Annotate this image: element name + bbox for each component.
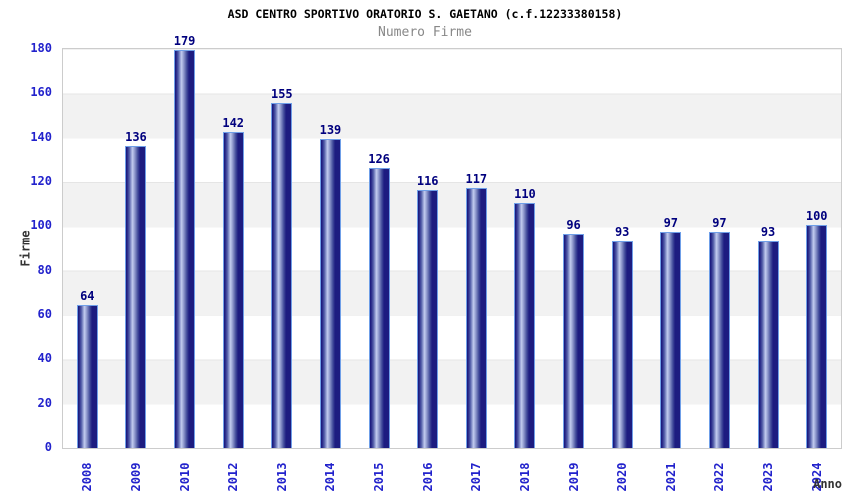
y-tick-160: 160: [30, 85, 52, 100]
bar-2024: [806, 225, 828, 448]
bar-2023: [757, 241, 779, 448]
bar-value-label-2024: 100: [805, 209, 828, 223]
bar-value-label-2008: 64: [80, 289, 95, 303]
bar-2013: [271, 103, 293, 448]
bar-value-label-2013: 155: [270, 87, 293, 101]
x-tick-2019: 2019: [566, 462, 581, 492]
y-tick-180: 180: [30, 41, 52, 55]
y-tick-60: 60: [37, 307, 52, 321]
bar-value-label-2017: 117: [465, 172, 488, 186]
bar-value-label-2009: 136: [125, 130, 147, 144]
bar-2009: [125, 146, 147, 448]
x-tick-2023: 2023: [761, 462, 776, 492]
y-tick-120: 120: [30, 174, 52, 188]
bar-2015: [368, 168, 390, 448]
x-tick-2013: 2013: [274, 462, 289, 492]
bar-value-label-2023: 93: [760, 225, 776, 239]
bar-value-label-2022: 97: [712, 216, 727, 230]
chart-title: ASD CENTRO SPORTIVO ORATORIO S. GAETANO …: [227, 7, 623, 21]
bar-2008: [76, 305, 98, 448]
bar-value-label-2010: 179: [173, 34, 196, 48]
plot-area: 64 136 179 142 155 139 126 116 117 110 96 93 97 97 93 1…: [62, 34, 842, 449]
bar-2017: [465, 188, 487, 448]
bar-value-label-2018: 110: [514, 187, 536, 201]
bar-2018: [514, 203, 536, 448]
x-tick-2008: 2008: [80, 462, 95, 492]
bar-value-label-2014: 139: [319, 123, 342, 137]
x-tick-2017: 2017: [469, 462, 484, 492]
x-tick-2009: 2009: [128, 462, 143, 492]
x-tick-2012: 2012: [226, 462, 241, 492]
y-tick-40: 40: [37, 351, 52, 366]
bar-2016: [417, 190, 439, 448]
bar-2012: [222, 132, 244, 448]
x-tick-2022: 2022: [712, 462, 727, 492]
y-tick-0: 0: [44, 440, 52, 454]
x-tick-2020: 2020: [615, 462, 630, 492]
x-tick-2021: 2021: [663, 462, 678, 492]
x-tick-2010: 2010: [177, 462, 192, 492]
bar-2019: [563, 234, 585, 448]
x-tick-2014: 2014: [323, 462, 338, 492]
bar-2022: [708, 232, 730, 448]
y-tick-140: 140: [30, 129, 52, 144]
bar-2010: [174, 50, 196, 448]
y-tick-20: 20: [37, 395, 52, 410]
bar-value-label-2020: 93: [614, 225, 630, 239]
bar-value-label-2015: 126: [368, 152, 390, 166]
x-tick-2016: 2016: [420, 462, 435, 492]
y-axis-title: Firme: [18, 230, 33, 267]
bar-value-label-2012: 142: [222, 116, 245, 130]
bar-2014: [319, 139, 341, 448]
bar-value-label-2019: 96: [566, 218, 581, 232]
bar-value-label-2021: 97: [663, 216, 679, 230]
bar-2020: [611, 241, 633, 448]
bar-value-label-2016: 116: [416, 174, 439, 188]
x-axis-title: Anno: [813, 477, 842, 491]
y-tick-100: 100: [30, 218, 52, 233]
y-tick-80: 80: [37, 262, 52, 277]
x-tick-2018: 2018: [517, 462, 532, 492]
bar-2021: [660, 232, 682, 448]
x-tick-2015: 2015: [372, 462, 387, 492]
chart-subtitle: Numero Firme: [378, 25, 472, 40]
